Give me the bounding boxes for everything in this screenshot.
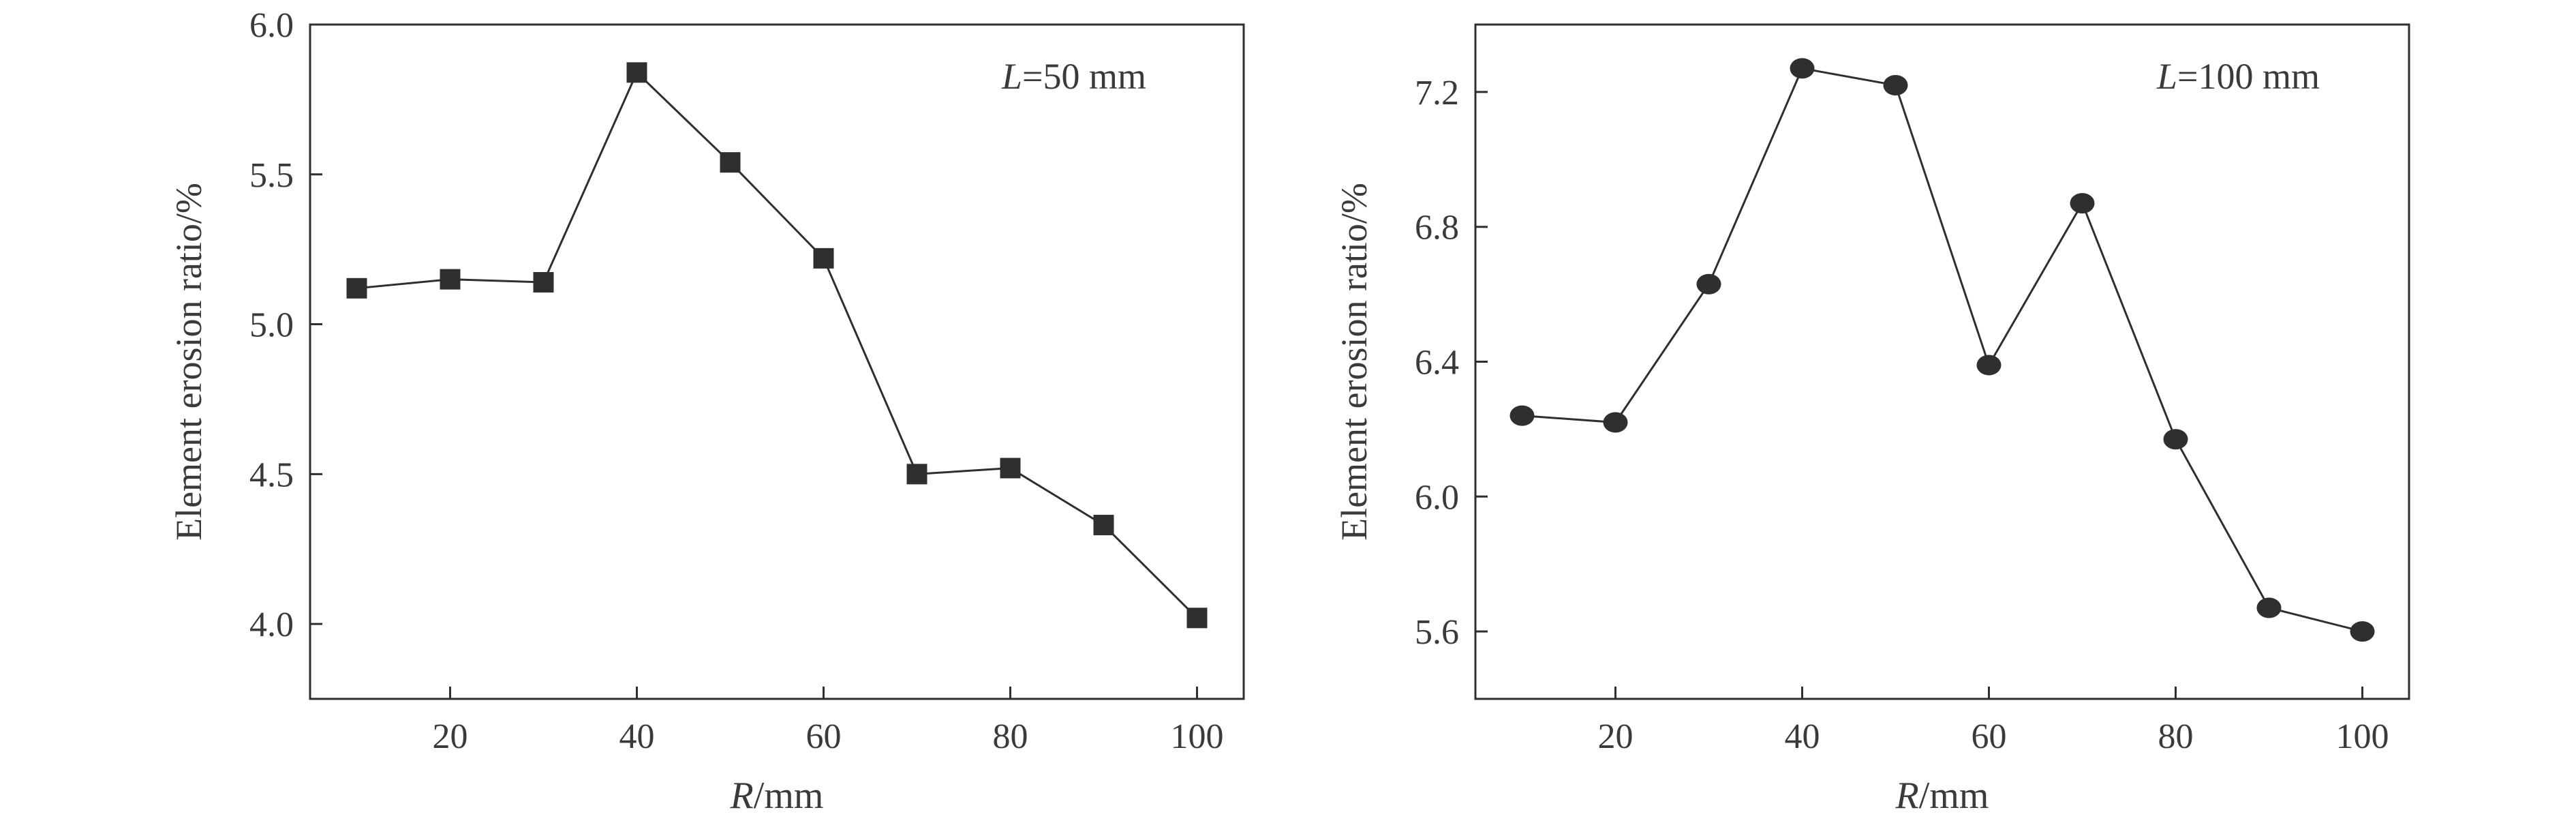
- data-point: [2256, 597, 2282, 618]
- annotation: L=50 mm: [1001, 56, 1146, 97]
- annotation-text: =50 mm: [1022, 56, 1146, 97]
- x-tick-label: 80: [2158, 717, 2194, 756]
- y-tick-label: 6.4: [1415, 344, 1459, 382]
- data-point: [346, 278, 367, 299]
- data-point: [1509, 405, 1535, 426]
- data-point: [2070, 193, 2095, 214]
- x-tick-label: 40: [619, 717, 655, 756]
- x-tick-label: 40: [1785, 717, 1820, 756]
- y-axis-label: Element erosion ratio/%: [168, 183, 209, 541]
- x-tick-label: 100: [1171, 717, 1224, 756]
- chart-panel-2: 20 40 60 80 100 5.6 6.0 6.4 6.8 7.2 R/mm Element er…: [1334, 23, 2410, 817]
- y-tick-label: 5.5: [249, 156, 294, 195]
- chart-panel-1: 20 40 60 80 100 4.0 4.5 5.0 5.5 6.0 R/mm Element er…: [168, 6, 1245, 817]
- x-tick-label: 20: [433, 717, 468, 756]
- annotation: L=100 mm: [2156, 56, 2320, 97]
- plot-frame: [309, 23, 1245, 700]
- y-tick-label: 4.5: [249, 455, 294, 494]
- x-axis-label: R/mm: [1895, 775, 1989, 817]
- y-tick-label: 5.6: [1415, 613, 1459, 652]
- y-tick-label: 7.2: [1415, 74, 1459, 112]
- x-axis-label-units: /mm: [1919, 775, 1989, 817]
- data-point: [2163, 429, 2188, 450]
- data-point: [440, 269, 461, 290]
- annotation-text: =100 mm: [2177, 56, 2320, 97]
- y-tick-label: 4.0: [249, 605, 294, 644]
- data-point: [533, 272, 554, 293]
- data-point: [2350, 621, 2375, 642]
- x-tick-label: 60: [806, 717, 842, 756]
- data-point: [813, 247, 834, 269]
- annotation-var: L: [2156, 56, 2177, 97]
- data-point: [1093, 515, 1114, 536]
- x-tick-label: 60: [1972, 717, 2007, 756]
- y-tick-label: 6.0: [1415, 478, 1459, 517]
- x-axis-label-var: R: [730, 775, 754, 817]
- series-line: [1522, 67, 2363, 633]
- y-tick-label: 5.0: [249, 306, 294, 345]
- data-point: [906, 464, 927, 485]
- annotation-var: L: [1001, 56, 1022, 97]
- data-point: [1883, 75, 1908, 96]
- data-point: [1603, 412, 1628, 433]
- data-point: [1000, 457, 1021, 479]
- x-tick-label: 100: [2336, 717, 2389, 756]
- x-axis-label: R/mm: [730, 775, 824, 817]
- y-axis-label: Element erosion ratio/%: [1334, 183, 1375, 541]
- y-tick-label: 6.0: [249, 6, 294, 45]
- x-axis-label-var: R: [1895, 775, 1919, 817]
- x-axis-label-units: /mm: [754, 775, 824, 817]
- data-point: [720, 152, 741, 173]
- data-point: [1976, 355, 2002, 376]
- y-tick-label: 6.8: [1415, 209, 1459, 247]
- data-point: [1790, 58, 1815, 79]
- series-line: [356, 70, 1198, 619]
- data-point: [1186, 608, 1208, 629]
- data-point: [1696, 273, 1721, 295]
- x-tick-label: 20: [1598, 717, 1634, 756]
- data-point: [626, 62, 647, 83]
- x-tick-label: 80: [993, 717, 1028, 756]
